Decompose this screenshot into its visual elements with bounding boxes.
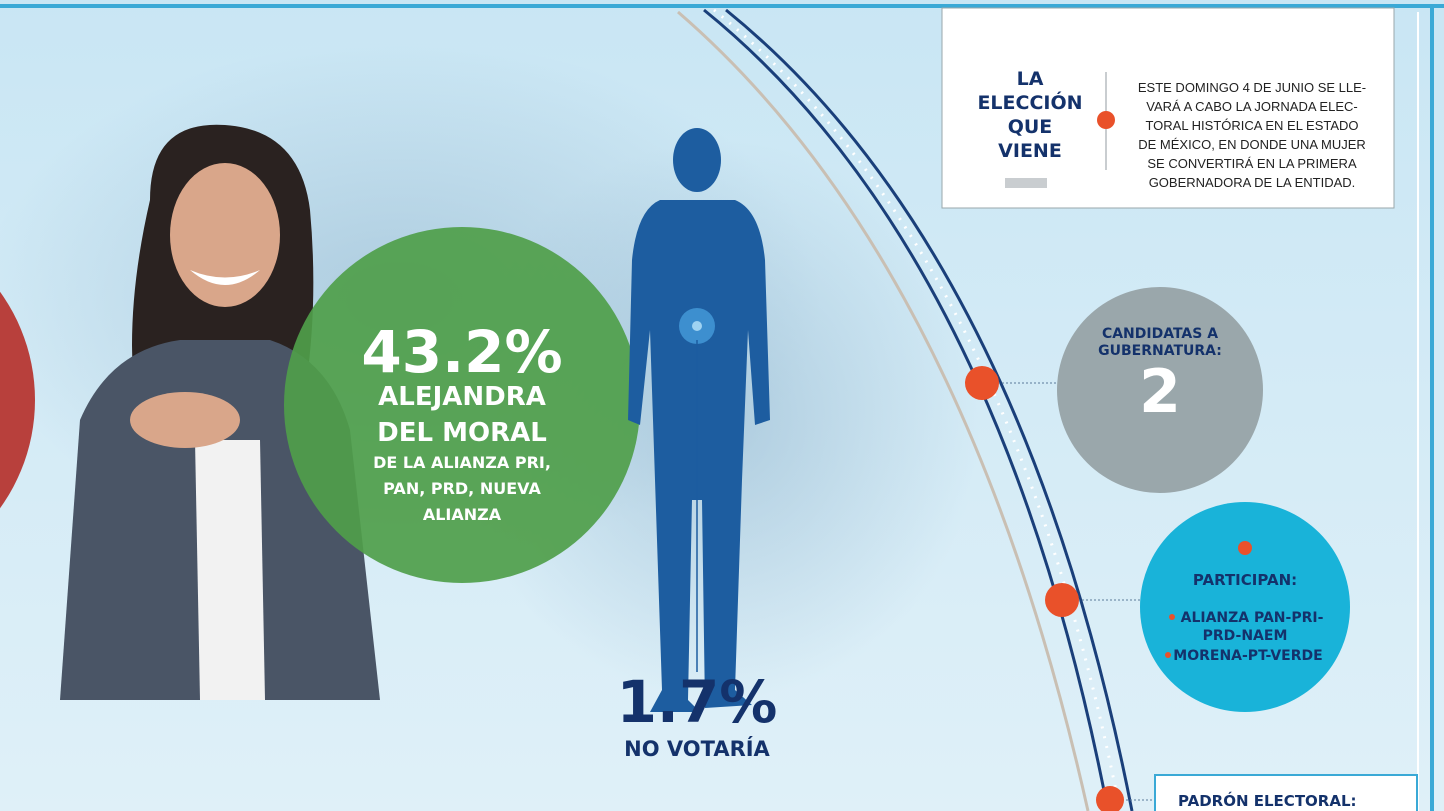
info-line: SE CONVERTIRÁ EN LA PRIMERA <box>1147 156 1357 171</box>
padron-title: PADRÓN ELECTORAL: <box>1178 791 1357 810</box>
participant-item: ALIANZA PAN-PRI- <box>1181 610 1324 626</box>
no-vote-percent: 1.7% <box>617 668 778 736</box>
candidate-detail: DE LA ALIANZA PRI, <box>373 453 551 472</box>
count-value: 2 <box>1139 357 1181 427</box>
candidate-name: ALEJANDRA <box>378 382 546 412</box>
timeline-dot <box>1045 583 1079 617</box>
count-label: CANDIDATAS A <box>1102 326 1218 342</box>
marker-dot <box>692 321 702 331</box>
candidate-name: DEL MORAL <box>377 418 547 448</box>
info-line: TORAL HISTÓRICA EN EL ESTADO <box>1145 118 1358 133</box>
info-title: QUE <box>1008 116 1053 138</box>
candidate-detail: ALIANZA <box>423 505 502 524</box>
candidate-percent: 43.2% <box>361 318 562 386</box>
candidate-detail: PAN, PRD, NUEVA <box>383 479 541 498</box>
info-dot <box>1097 111 1115 129</box>
info-line: ESTE DOMINGO 4 DE JUNIO SE LLE- <box>1138 80 1366 95</box>
participant-item: PRD-NAEM <box>1203 628 1288 644</box>
info-line: GOBERNADORA DE LA ENTIDAD. <box>1149 175 1356 190</box>
info-line: DE MÉXICO, EN DONDE UNA MUJER <box>1138 137 1366 152</box>
cyan-circle <box>1140 502 1350 712</box>
info-title: ELECCIÓN <box>977 90 1082 114</box>
page: 43.2% ALEJANDRA DEL MORAL DE LA ALIANZA … <box>0 0 1444 811</box>
bullet <box>1165 652 1171 658</box>
info-title: LA <box>1017 68 1044 90</box>
bullet <box>1169 614 1175 620</box>
info-line: VARÁ A CABO LA JORNADA ELEC- <box>1146 99 1357 114</box>
accent-dot <box>1238 541 1252 555</box>
infographic: 43.2% ALEJANDRA DEL MORAL DE LA ALIANZA … <box>0 0 1444 811</box>
info-bar <box>1005 178 1047 188</box>
timeline-dot <box>965 366 999 400</box>
participants-title: PARTICIPAN: <box>1193 571 1297 589</box>
info-title: VIENE <box>998 140 1062 162</box>
no-vote-label: NO VOTARÍA <box>624 736 770 761</box>
participant-item: MORENA-PT-VERDE <box>1173 648 1322 664</box>
